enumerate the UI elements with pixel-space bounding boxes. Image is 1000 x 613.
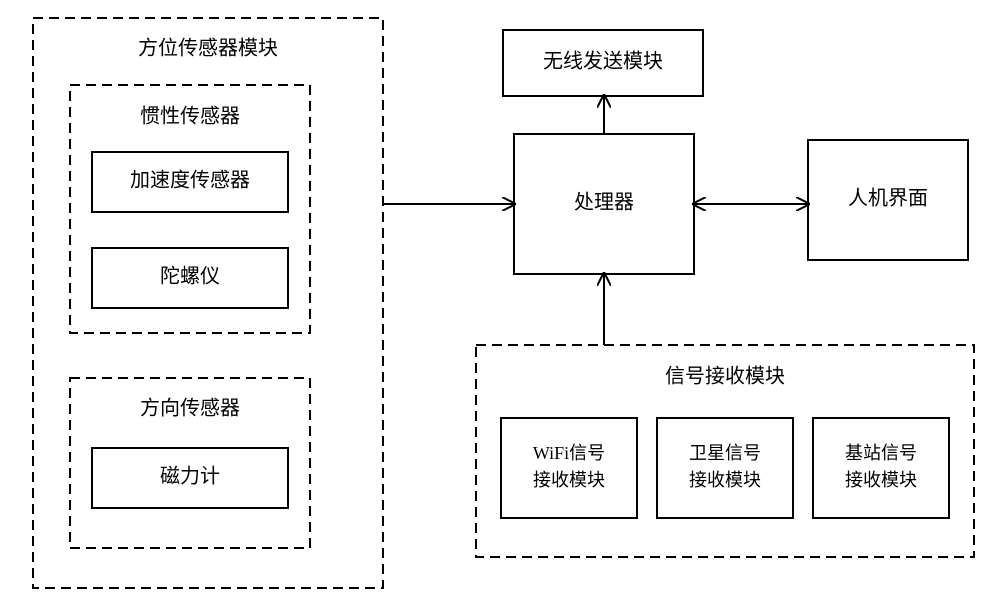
wifi-rx-box	[501, 418, 637, 518]
hmi-label: 人机界面	[848, 187, 928, 210]
wifi-rx-label1: WiFi信号	[533, 443, 605, 463]
gyro-label: 陀螺仪	[160, 265, 220, 288]
direction-sensor-label: 方向传感器	[140, 397, 240, 420]
bs-rx-label1: 基站信号	[845, 443, 917, 463]
orientation-module-label: 方位传感器模块	[138, 37, 278, 60]
wifi-rx-label2: 接收模块	[533, 470, 605, 490]
accel-label: 加速度传感器	[130, 169, 250, 192]
signal-rx-label: 信号接收模块	[665, 365, 785, 388]
processor-label: 处理器	[574, 191, 634, 214]
bs-rx-box	[813, 418, 949, 518]
magnetometer-label: 磁力计	[160, 465, 220, 488]
sat-rx-label1: 卫星信号	[689, 443, 761, 463]
sat-rx-label2: 接收模块	[689, 470, 761, 490]
wireless-tx-label: 无线发送模块	[543, 50, 663, 73]
bs-rx-label2: 接收模块	[845, 470, 917, 490]
inertial-sensor-label: 惯性传感器	[140, 105, 240, 128]
sat-rx-box	[657, 418, 793, 518]
